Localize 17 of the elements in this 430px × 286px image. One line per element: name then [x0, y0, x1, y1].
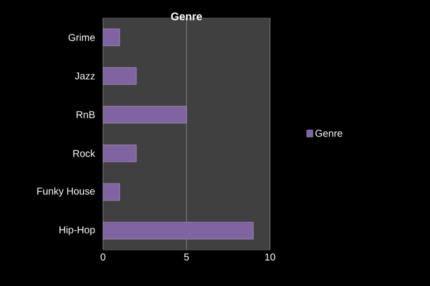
legend-label: Genre	[315, 130, 342, 137]
x-tick-label: 5	[184, 254, 189, 260]
chart-title: Genre	[171, 12, 202, 20]
y-tick-label: Jazz	[74, 72, 95, 80]
bar	[103, 28, 120, 46]
bar	[103, 67, 137, 85]
x-tick-label: 10	[265, 254, 276, 261]
y-tick-label: Funky House	[37, 187, 95, 197]
y-tick-label: Grime	[68, 34, 95, 41]
y-tick-label: RnB	[76, 111, 95, 118]
x-tick-label: 0	[100, 254, 106, 261]
bar	[103, 106, 187, 124]
bar	[103, 183, 120, 201]
y-tick-label: Hip-Hop	[60, 226, 95, 236]
bar	[103, 144, 137, 162]
y-tick-label: Rock	[73, 150, 96, 157]
bar	[103, 222, 254, 240]
